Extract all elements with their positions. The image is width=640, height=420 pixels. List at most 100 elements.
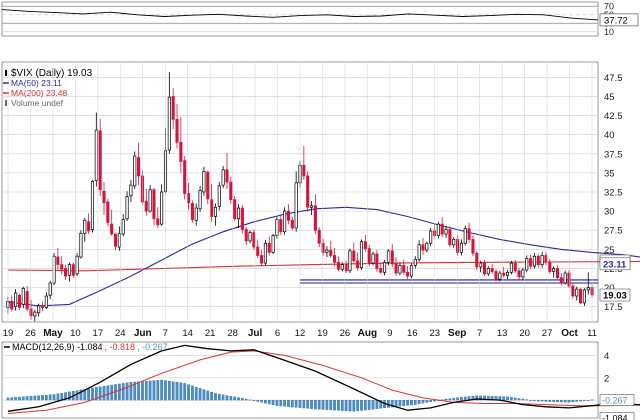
macd-histogram-bar: [164, 380, 167, 401]
candle-body: [52, 255, 56, 284]
candle-body: [213, 206, 217, 217]
macd-histogram-bar: [571, 399, 575, 403]
ma50-value-label: 23.11: [603, 259, 627, 270]
candle-body: [490, 268, 494, 272]
candle-body: [482, 262, 487, 275]
candle-body: [336, 262, 340, 270]
candle-body: [94, 129, 98, 181]
candle-body: [383, 262, 387, 273]
candle-body: [363, 241, 367, 249]
candle-body: [386, 250, 390, 263]
date-tick-label: 21: [205, 328, 216, 339]
date-tick-label: 10: [70, 328, 81, 339]
candle-body: [160, 191, 164, 225]
macd-histogram-bar: [290, 399, 294, 408]
macd-histogram-bar: [68, 391, 71, 401]
candle-body: [44, 295, 48, 308]
candle-body: [56, 256, 60, 265]
macd-histogram-bar: [371, 399, 375, 410]
macd-histogram-bar: [6, 397, 10, 401]
macd-histogram-bar: [129, 382, 133, 401]
candle-body: [352, 250, 356, 262]
candle-body: [425, 242, 429, 251]
macd-histogram-bar: [260, 399, 263, 403]
date-tick-label: 6: [275, 328, 280, 339]
macd-panel: 420MACD(12,26,9) -1.084, -0.818, -0.267-…: [1, 341, 640, 420]
macd-histogram-bar: [586, 399, 590, 401]
macd-histogram-bar: [390, 399, 394, 408]
price-tick-label: 17.5: [604, 302, 623, 313]
candle-body: [125, 196, 129, 220]
candle-body: [340, 264, 344, 270]
legend-entry: MA(200) 23.48: [11, 88, 67, 98]
candle-body: [552, 268, 556, 272]
macd-histogram-bar: [191, 385, 194, 401]
macd-histogram-bar: [275, 399, 279, 406]
candle-body: [102, 190, 106, 204]
macd-histogram-bar: [252, 399, 256, 401]
candle-body: [286, 210, 291, 221]
macd-histogram-bar: [329, 399, 333, 411]
date-tick-label: 7: [477, 328, 482, 339]
candle-body: [67, 264, 71, 276]
price-tick-label: 25: [604, 245, 615, 256]
macd-histogram-bar: [448, 398, 452, 401]
candle-body: [167, 96, 171, 151]
macd-histogram-bar: [367, 399, 371, 410]
candle-body: [502, 272, 506, 276]
candle-body: [98, 130, 102, 191]
candle-body: [236, 207, 241, 220]
macd-histogram-bar: [421, 399, 425, 404]
candle-body: [179, 141, 183, 162]
macd-histogram-bar: [244, 398, 248, 401]
candle-body: [244, 229, 248, 242]
candle-body: [548, 262, 552, 272]
candle-body: [402, 265, 406, 273]
macd-histogram-bar: [517, 398, 521, 401]
macd-histogram-bar: [559, 399, 563, 403]
macd-histogram-bar: [64, 392, 67, 401]
candle-body: [559, 277, 563, 284]
candle-body: [475, 252, 479, 268]
macd-histogram-bar: [583, 399, 586, 401]
candle-body: [344, 264, 348, 272]
candle-body: [448, 229, 452, 246]
candle-body: [175, 119, 179, 143]
candle-body: [575, 288, 579, 297]
macd-histogram-bar: [398, 399, 402, 407]
candle-body: [317, 229, 321, 244]
macd-histogram-bar: [79, 389, 83, 401]
macd-histogram-bar: [202, 389, 206, 401]
macd-histogram-bar: [217, 393, 221, 401]
price-tick-label: 30: [604, 207, 615, 218]
macd-histogram-bar: [563, 399, 567, 403]
candle-body: [306, 175, 310, 208]
candle-body: [563, 272, 567, 284]
candle-body: [83, 219, 87, 234]
candle-body: [252, 232, 256, 248]
rsi-last-value: 37.72: [604, 15, 628, 26]
candle-body: [302, 164, 306, 177]
candle-body: [190, 203, 194, 220]
date-tick-label: 19: [3, 328, 14, 339]
macd-histogram-bar: [314, 399, 317, 410]
macd-histogram-bar: [540, 399, 544, 402]
macd-histogram-bar: [141, 381, 144, 401]
candle-body: [225, 169, 229, 183]
macd-histogram-bar: [413, 399, 417, 405]
candle-body: [233, 199, 237, 220]
candle-body: [509, 262, 513, 273]
price-tick-label: 20: [604, 283, 615, 294]
candle-body: [14, 292, 18, 308]
candle-body: [544, 255, 548, 263]
macd-histogram-bar: [52, 394, 56, 401]
macd-histogram-bar: [579, 399, 582, 402]
candle-body: [202, 171, 206, 193]
candle-body: [532, 255, 536, 267]
candle-body: [517, 270, 521, 278]
candle-body: [406, 271, 410, 277]
price-tick-label: 37.5: [604, 149, 623, 160]
candle-body: [25, 291, 29, 310]
